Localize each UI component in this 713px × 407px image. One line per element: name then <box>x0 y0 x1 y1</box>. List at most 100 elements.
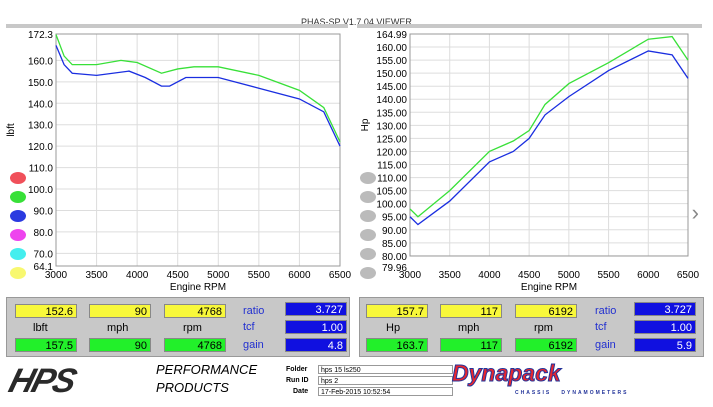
app-title: PHAS-SP V1.7.04 VIEWER <box>301 17 412 27</box>
x-tick-label: 5000 <box>558 270 581 281</box>
runid-field: hps 2 <box>318 376 453 385</box>
x-tick-label: 6500 <box>329 270 352 281</box>
series-line-run2 <box>409 35 689 218</box>
folder-label: Folder <box>286 366 308 373</box>
plot-frame <box>55 33 341 267</box>
hps-logo: HPS <box>5 362 150 400</box>
plot-background <box>54 28 350 296</box>
power-chart: 3000 3500 4000 4500 5000 5500 6000 6500 164.99 16… <box>360 28 700 296</box>
tcf-field[interactable]: 1.00 <box>634 320 696 334</box>
y-tick-label: 79.96 <box>382 263 407 274</box>
x-axis-label: Engine RPM <box>170 282 226 293</box>
y-tick-label: 110.00 <box>377 174 407 185</box>
y-tick-label: 130.0 <box>28 121 53 132</box>
right-readout-panel: 157.7 117 6192 Hp mph rpm 163.7 117 6192… <box>359 297 704 357</box>
y-tick-label: 135.00 <box>376 108 407 119</box>
mph-run2: 90 <box>89 338 151 352</box>
ratio-label: ratio <box>243 305 265 317</box>
runid-label: Run ID <box>286 377 309 384</box>
x-tick-label: 4500 <box>167 270 190 281</box>
x-tick-label: 5500 <box>248 270 271 281</box>
x-axis-label: Engine RPM <box>521 282 577 293</box>
run-selector-dot <box>10 172 26 184</box>
y-tick-label: 80.0 <box>34 228 54 239</box>
ratio-field[interactable]: 3.727 <box>634 302 696 316</box>
y-tick-label: 160.0 <box>28 56 53 67</box>
ratio-label: ratio <box>595 305 617 317</box>
y-tick-label: 64.1 <box>34 262 54 273</box>
gain-field[interactable]: 5.9 <box>634 338 696 352</box>
y-tick-label: 70.0 <box>34 249 54 260</box>
run-selector-dot <box>360 229 376 241</box>
date-label: Date <box>293 388 309 395</box>
y-axis-label: Hp <box>360 118 371 131</box>
hps-logo-sub1: PERFORMANCE <box>156 362 258 377</box>
rpm-run1: 6192 <box>515 304 577 318</box>
x-tick-label: 4000 <box>126 270 149 281</box>
x-tick-label: 5500 <box>597 270 620 281</box>
run-selector-dot <box>360 210 376 222</box>
y-tick-label: 95.00 <box>382 213 407 224</box>
gain-field[interactable]: 4.8 <box>285 338 347 352</box>
run-selector-dot <box>360 172 376 184</box>
date-field: 17-Feb-2015 10:52:54 <box>318 387 453 396</box>
torque-chart: 3000 3500 4000 4500 5000 5500 6000 6500 172.3 160… <box>6 28 352 296</box>
run-selector-dot <box>10 210 26 222</box>
y-tick-label: 110.0 <box>29 164 54 175</box>
rpm-run2: 6192 <box>515 338 577 352</box>
y-tick-label: 100.0 <box>28 185 53 196</box>
x-tick-label: 3500 <box>439 270 462 281</box>
mph-run1: 90 <box>89 304 151 318</box>
y-tick-label: 80.00 <box>382 252 407 263</box>
y-tick-label: 120.00 <box>376 147 407 158</box>
series-line-run1 <box>55 45 341 147</box>
x-tick-label: 4500 <box>518 270 541 281</box>
next-chevron-icon[interactable]: › <box>691 200 699 225</box>
y-tick-label: 150.0 <box>28 78 53 89</box>
y-tick-label: 90.0 <box>34 206 54 217</box>
series-line-run2 <box>55 34 341 143</box>
hps-logo-text: HPS <box>4 362 80 400</box>
hps-logo-sub2: PRODUCTS <box>156 380 229 395</box>
y-tick-label: 90.00 <box>382 226 407 237</box>
y-tick-label: 115.00 <box>377 161 407 172</box>
rpm-label: rpm <box>183 322 202 334</box>
y-tick-label: 85.00 <box>382 239 407 250</box>
series-line-run1 <box>409 50 689 226</box>
ratio-field[interactable]: 3.727 <box>285 302 347 316</box>
y-tick-label: 125.00 <box>376 134 407 145</box>
plot-frame <box>409 33 689 257</box>
torque-run2: 157.5 <box>15 338 77 352</box>
dynapack-logo-sub: CHASSIS DYNAMOMETERS <box>515 390 629 396</box>
left-chart-header <box>6 24 348 28</box>
run-selector-dot <box>360 191 376 203</box>
rpm-label: rpm <box>534 322 553 334</box>
y-tick-label: 155.00 <box>376 56 407 67</box>
y-tick-label: 140.0 <box>28 99 53 110</box>
run-selector-dot <box>360 267 376 279</box>
run-selector-dot <box>10 229 26 241</box>
run-selector-dot <box>10 191 26 203</box>
y-tick-label: 150.00 <box>376 69 407 80</box>
run-selector-dot <box>360 248 376 260</box>
gain-label: gain <box>595 339 616 351</box>
y-axis-label: lbft <box>6 123 17 137</box>
tcf-label: tcf <box>595 321 607 333</box>
x-tick-label: 3000 <box>45 270 68 281</box>
y-tick-label: 100.00 <box>376 200 407 211</box>
y-tick-label: 172.3 <box>28 30 53 41</box>
y-tick-label: 130.00 <box>376 121 407 132</box>
y-tick-label: 164.99 <box>376 30 407 41</box>
tcf-field[interactable]: 1.00 <box>285 320 347 334</box>
y-tick-label: 145.00 <box>376 82 407 93</box>
right-chart-header <box>357 24 702 28</box>
x-tick-label: 6000 <box>288 270 311 281</box>
x-tick-label: 4000 <box>478 270 501 281</box>
left-readout-panel: 152.6 90 4768 lbft mph rpm 157.5 90 4768… <box>6 297 350 357</box>
dynapack-logo: Dynapack <box>452 360 562 387</box>
y-tick-label: 120.0 <box>28 142 53 153</box>
x-tick-label: 6000 <box>637 270 660 281</box>
run-selector-dot <box>10 267 26 279</box>
mph-label: mph <box>458 322 480 334</box>
unit-label: lbft <box>33 322 48 334</box>
